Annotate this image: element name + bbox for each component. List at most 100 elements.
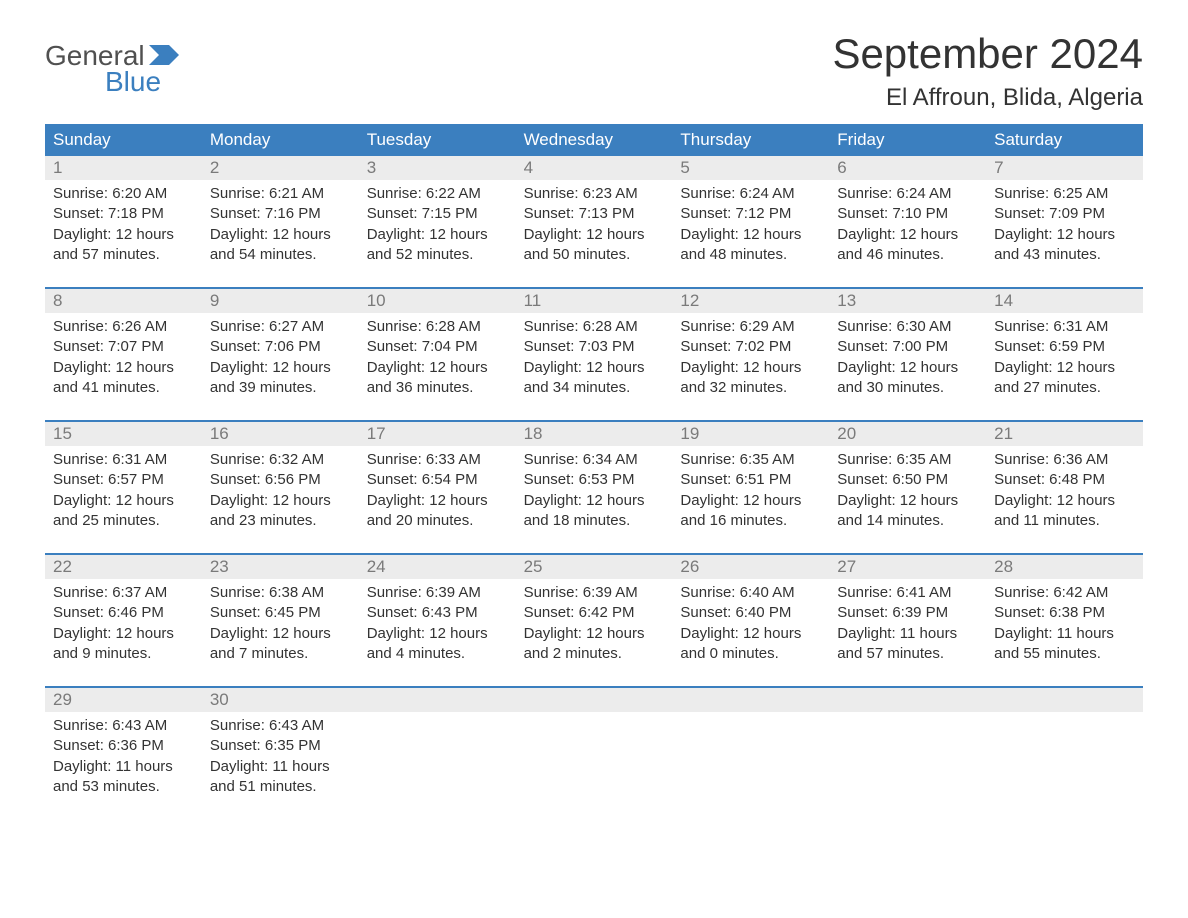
sunrise-text: Sunrise: 6:38 AM [210, 583, 351, 603]
daylight-text-1: Daylight: 12 hours [367, 491, 508, 511]
daylight-text-2: and 32 minutes. [680, 378, 821, 398]
sunset-text: Sunset: 7:18 PM [53, 204, 194, 224]
day-cell: Sunrise: 6:31 AMSunset: 6:59 PMDaylight:… [986, 313, 1143, 406]
daylight-text-1: Daylight: 12 hours [53, 358, 194, 378]
day-num: 9 [202, 289, 359, 313]
daylight-text-1: Daylight: 12 hours [994, 225, 1135, 245]
daylight-text-1: Daylight: 12 hours [524, 225, 665, 245]
sunrise-text: Sunrise: 6:36 AM [994, 450, 1135, 470]
daylight-text-1: Daylight: 12 hours [837, 491, 978, 511]
week-row: 1234567Sunrise: 6:20 AMSunset: 7:18 PMDa… [45, 156, 1143, 273]
daylight-text-2: and 0 minutes. [680, 644, 821, 664]
daylight-text-1: Daylight: 12 hours [210, 358, 351, 378]
day-body-row: Sunrise: 6:43 AMSunset: 6:36 PMDaylight:… [45, 712, 1143, 805]
sunrise-text: Sunrise: 6:42 AM [994, 583, 1135, 603]
day-num: 5 [672, 156, 829, 180]
daylight-text-2: and 27 minutes. [994, 378, 1135, 398]
sunset-text: Sunset: 7:07 PM [53, 337, 194, 357]
daylight-text-1: Daylight: 12 hours [680, 358, 821, 378]
day-num: 25 [516, 555, 673, 579]
daylight-text-1: Daylight: 12 hours [53, 491, 194, 511]
daylight-text-2: and 55 minutes. [994, 644, 1135, 664]
day-cell [829, 712, 986, 805]
sunset-text: Sunset: 6:45 PM [210, 603, 351, 623]
day-header-friday: Friday [829, 124, 986, 156]
day-cell: Sunrise: 6:38 AMSunset: 6:45 PMDaylight:… [202, 579, 359, 672]
daylight-text-2: and 46 minutes. [837, 245, 978, 265]
daylight-text-1: Daylight: 12 hours [210, 491, 351, 511]
day-num-row: 1234567 [45, 156, 1143, 180]
sunset-text: Sunset: 6:59 PM [994, 337, 1135, 357]
daylight-text-2: and 53 minutes. [53, 777, 194, 797]
sunrise-text: Sunrise: 6:35 AM [680, 450, 821, 470]
daylight-text-1: Daylight: 12 hours [53, 624, 194, 644]
sunrise-text: Sunrise: 6:27 AM [210, 317, 351, 337]
day-num: 16 [202, 422, 359, 446]
day-header-saturday: Saturday [986, 124, 1143, 156]
day-body-row: Sunrise: 6:26 AMSunset: 7:07 PMDaylight:… [45, 313, 1143, 406]
sunrise-text: Sunrise: 6:33 AM [367, 450, 508, 470]
day-num-row: 15161718192021 [45, 422, 1143, 446]
daylight-text-1: Daylight: 12 hours [994, 358, 1135, 378]
sunrise-text: Sunrise: 6:28 AM [524, 317, 665, 337]
daylight-text-1: Daylight: 12 hours [210, 624, 351, 644]
sunset-text: Sunset: 7:15 PM [367, 204, 508, 224]
sunrise-text: Sunrise: 6:21 AM [210, 184, 351, 204]
day-cell: Sunrise: 6:22 AMSunset: 7:15 PMDaylight:… [359, 180, 516, 273]
day-num-row: 891011121314 [45, 289, 1143, 313]
daylight-text-1: Daylight: 12 hours [367, 358, 508, 378]
day-num [986, 688, 1143, 712]
day-num: 28 [986, 555, 1143, 579]
day-num: 4 [516, 156, 673, 180]
day-cell [672, 712, 829, 805]
day-cell: Sunrise: 6:39 AMSunset: 6:42 PMDaylight:… [516, 579, 673, 672]
day-cell: Sunrise: 6:30 AMSunset: 7:00 PMDaylight:… [829, 313, 986, 406]
day-cell [986, 712, 1143, 805]
day-header-thursday: Thursday [672, 124, 829, 156]
daylight-text-2: and 23 minutes. [210, 511, 351, 531]
sunrise-text: Sunrise: 6:32 AM [210, 450, 351, 470]
daylight-text-1: Daylight: 12 hours [210, 225, 351, 245]
day-num: 11 [516, 289, 673, 313]
sunset-text: Sunset: 7:03 PM [524, 337, 665, 357]
sunrise-text: Sunrise: 6:41 AM [837, 583, 978, 603]
day-cell: Sunrise: 6:28 AMSunset: 7:04 PMDaylight:… [359, 313, 516, 406]
day-num [516, 688, 673, 712]
sunrise-text: Sunrise: 6:26 AM [53, 317, 194, 337]
location-label: El Affroun, Blida, Algeria [832, 84, 1143, 112]
day-num: 27 [829, 555, 986, 579]
daylight-text-1: Daylight: 12 hours [524, 491, 665, 511]
daylight-text-1: Daylight: 12 hours [367, 225, 508, 245]
day-num: 8 [45, 289, 202, 313]
day-cell: Sunrise: 6:39 AMSunset: 6:43 PMDaylight:… [359, 579, 516, 672]
daylight-text-2: and 41 minutes. [53, 378, 194, 398]
day-body-row: Sunrise: 6:37 AMSunset: 6:46 PMDaylight:… [45, 579, 1143, 672]
day-cell: Sunrise: 6:20 AMSunset: 7:18 PMDaylight:… [45, 180, 202, 273]
daylight-text-1: Daylight: 12 hours [680, 624, 821, 644]
day-cell: Sunrise: 6:27 AMSunset: 7:06 PMDaylight:… [202, 313, 359, 406]
daylight-text-2: and 43 minutes. [994, 245, 1135, 265]
sunset-text: Sunset: 6:46 PM [53, 603, 194, 623]
day-headers-row: Sunday Monday Tuesday Wednesday Thursday… [45, 124, 1143, 156]
day-cell: Sunrise: 6:21 AMSunset: 7:16 PMDaylight:… [202, 180, 359, 273]
sunset-text: Sunset: 6:56 PM [210, 470, 351, 490]
day-num: 10 [359, 289, 516, 313]
day-num: 12 [672, 289, 829, 313]
daylight-text-2: and 54 minutes. [210, 245, 351, 265]
sunset-text: Sunset: 7:13 PM [524, 204, 665, 224]
week-row: 2930Sunrise: 6:43 AMSunset: 6:36 PMDayli… [45, 686, 1143, 805]
week-row: 15161718192021Sunrise: 6:31 AMSunset: 6:… [45, 420, 1143, 539]
day-cell: Sunrise: 6:33 AMSunset: 6:54 PMDaylight:… [359, 446, 516, 539]
daylight-text-2: and 2 minutes. [524, 644, 665, 664]
day-cell: Sunrise: 6:35 AMSunset: 6:50 PMDaylight:… [829, 446, 986, 539]
day-header-monday: Monday [202, 124, 359, 156]
daylight-text-1: Daylight: 11 hours [53, 757, 194, 777]
day-cell: Sunrise: 6:29 AMSunset: 7:02 PMDaylight:… [672, 313, 829, 406]
day-header-sunday: Sunday [45, 124, 202, 156]
sunset-text: Sunset: 6:40 PM [680, 603, 821, 623]
daylight-text-1: Daylight: 12 hours [994, 491, 1135, 511]
day-num: 2 [202, 156, 359, 180]
sunrise-text: Sunrise: 6:31 AM [994, 317, 1135, 337]
day-num: 18 [516, 422, 673, 446]
daylight-text-1: Daylight: 12 hours [680, 225, 821, 245]
